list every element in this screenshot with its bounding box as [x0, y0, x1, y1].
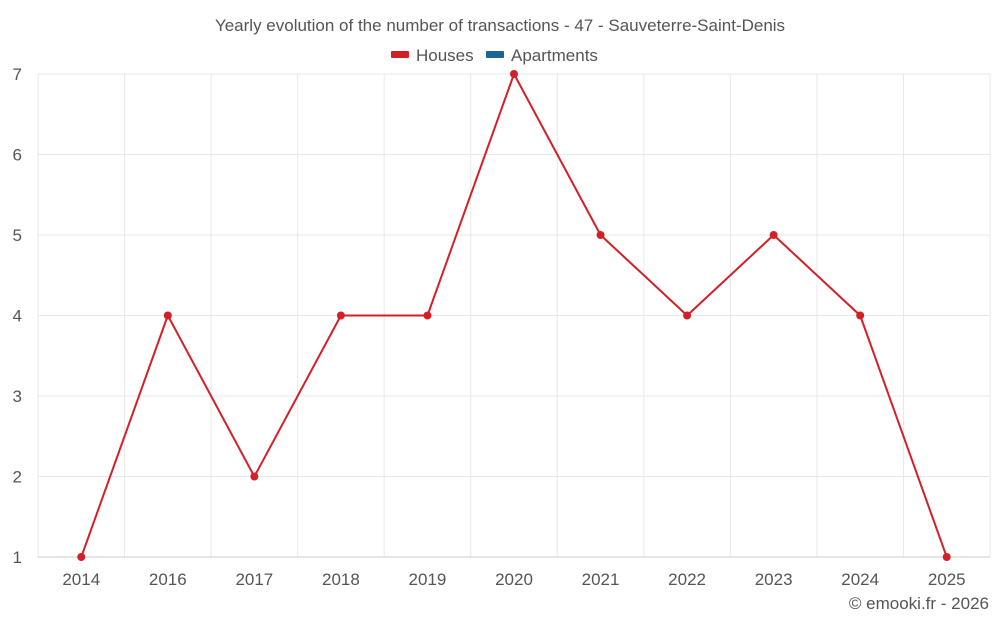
data-point[interactable] [336, 311, 345, 320]
data-point[interactable] [77, 553, 86, 561]
chart-title: Yearly evolution of the number of transa… [215, 16, 785, 35]
legend-label-apartments: Apartments [511, 46, 598, 65]
x-tick-label: 2014 [62, 570, 100, 589]
legend-swatch-apartments [486, 51, 504, 58]
legend-swatch-houses [391, 51, 409, 58]
x-tick-label: 2022 [668, 570, 706, 589]
x-tick-label: 2016 [149, 570, 187, 589]
data-point[interactable] [250, 472, 259, 481]
data-point[interactable] [683, 311, 692, 320]
y-tick-label: 4 [13, 307, 22, 326]
credit-text: © emooki.fr - 2026 [849, 594, 989, 613]
y-tick-label: 7 [13, 65, 22, 84]
legend-item-houses[interactable]: Houses [391, 46, 474, 65]
legend: Houses Apartments [391, 46, 598, 65]
data-point[interactable] [769, 231, 778, 239]
data-point[interactable] [163, 311, 172, 320]
axes: 1 2 3 4 5 6 7 2014 2016 2017 2018 2019 2020 2021 2022 2… [13, 65, 990, 589]
x-tick-label: 2024 [841, 570, 879, 589]
legend-label-houses: Houses [416, 46, 474, 65]
series-layer [77, 70, 951, 561]
grid [37, 73, 991, 557]
y-tick-label: 3 [13, 387, 22, 406]
y-tick-label: 1 [13, 548, 22, 567]
y-tick-label: 6 [13, 146, 22, 165]
x-tick-label: 2017 [235, 570, 273, 589]
y-tick-label: 2 [13, 468, 22, 487]
data-point[interactable] [510, 70, 518, 78]
data-point[interactable] [596, 231, 605, 239]
x-tick-label: 2018 [322, 570, 360, 589]
data-point[interactable] [856, 311, 865, 320]
data-point[interactable] [942, 553, 951, 561]
x-tick-label: 2023 [755, 570, 793, 589]
x-tick-label: 2020 [495, 570, 533, 589]
legend-item-apartments[interactable]: Apartments [486, 46, 598, 65]
x-tick-label: 2019 [409, 570, 447, 589]
x-tick-label: 2021 [582, 570, 620, 589]
y-tick-label: 5 [13, 226, 22, 245]
data-point[interactable] [423, 311, 432, 320]
x-tick-label: 2025 [928, 570, 966, 589]
